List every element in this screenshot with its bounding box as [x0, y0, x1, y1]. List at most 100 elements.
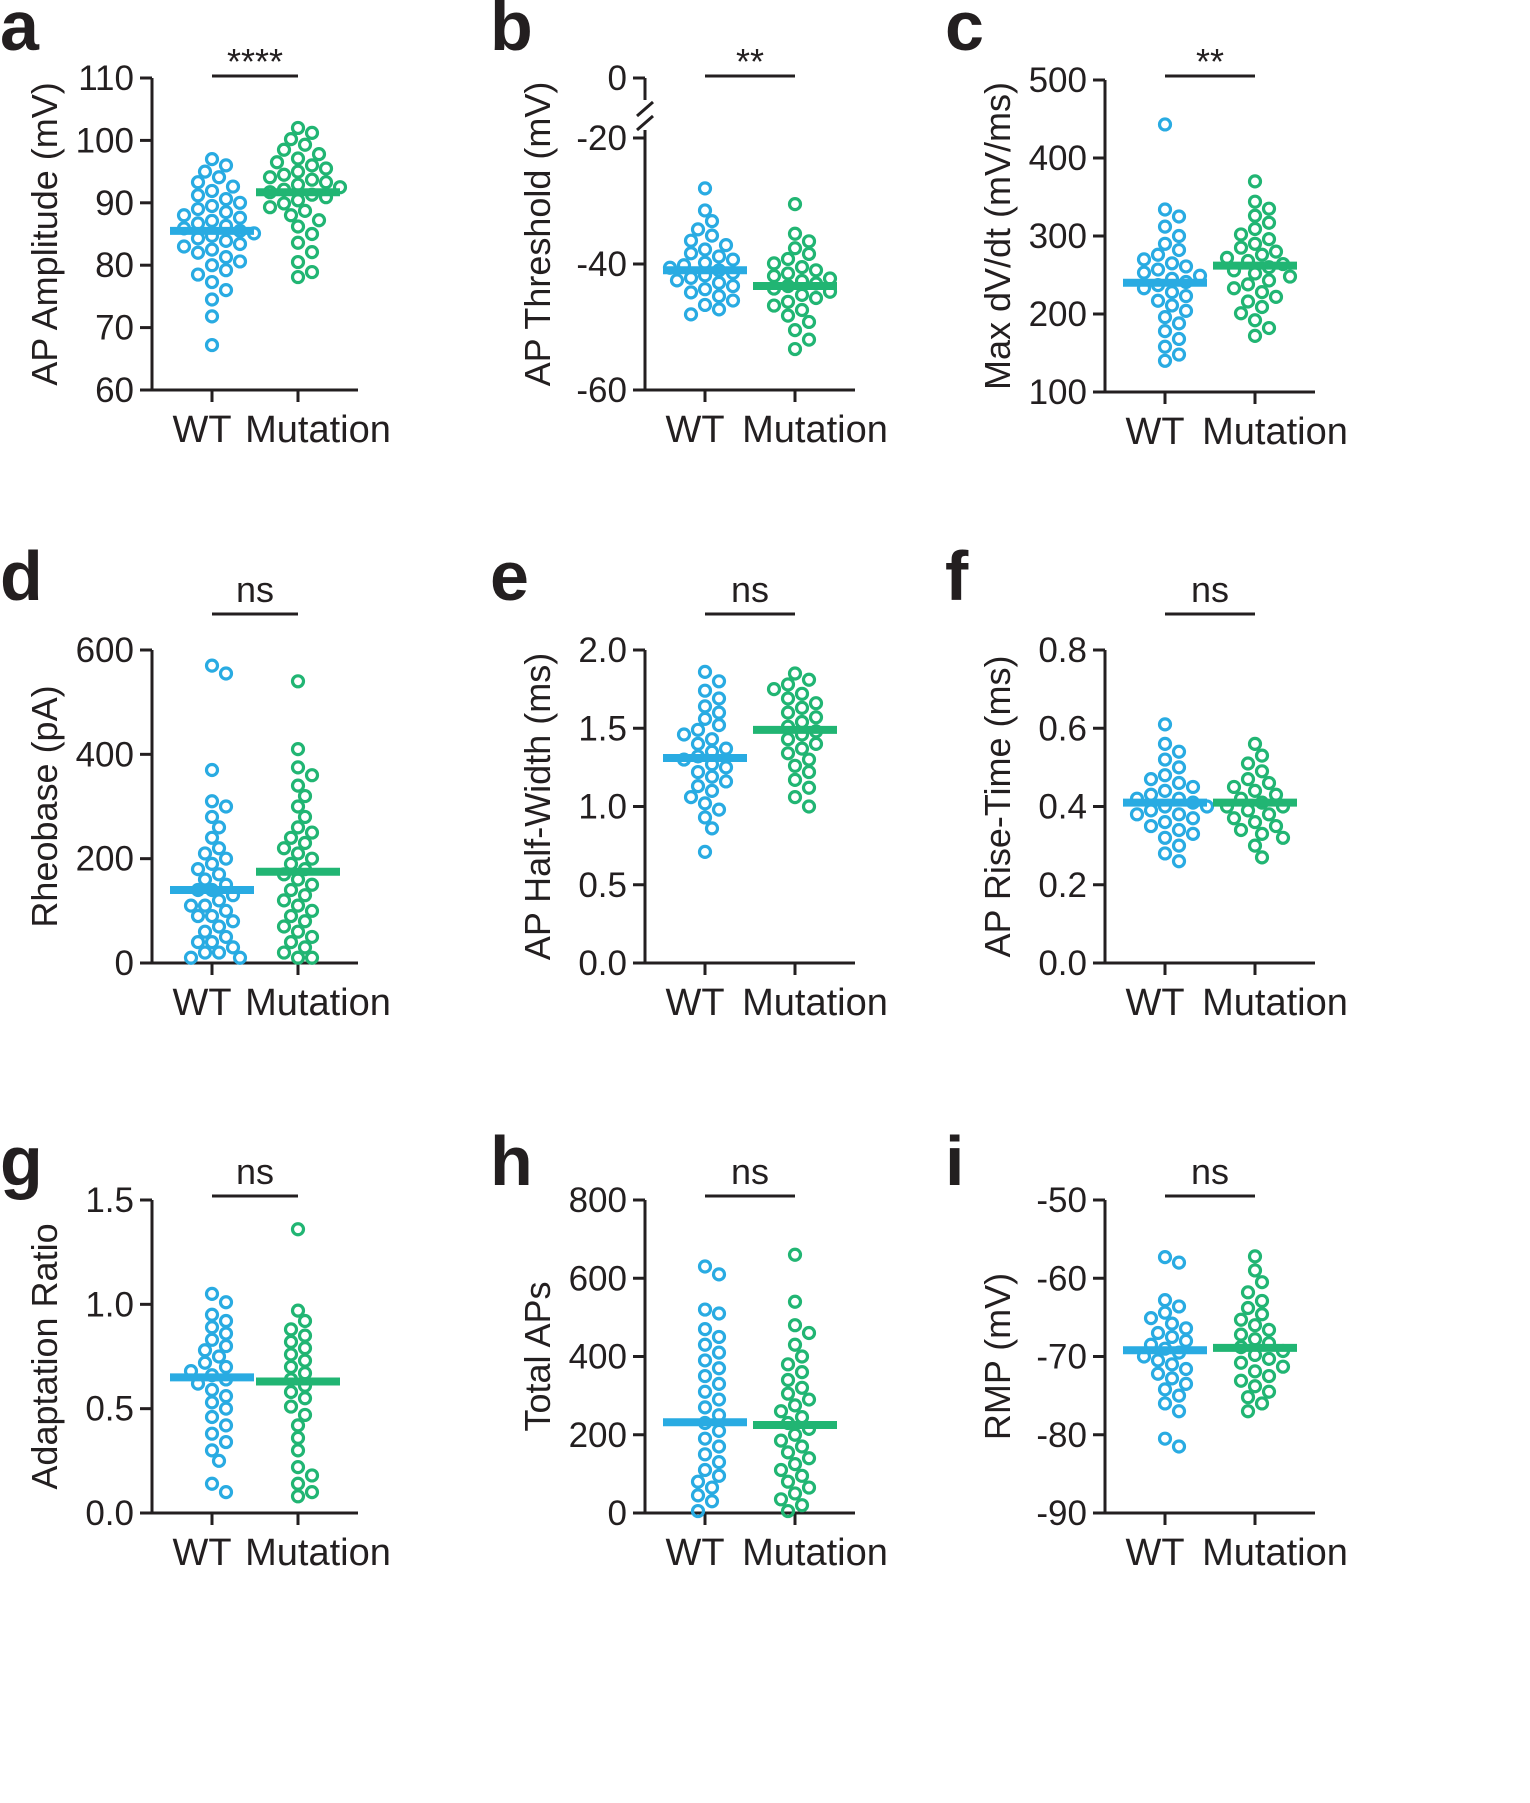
data-point-mutation	[1247, 174, 1263, 189]
data-point-wt	[190, 188, 206, 203]
data-point-wt	[711, 691, 727, 706]
y-tick-label: 90	[95, 184, 134, 223]
data-point-mutation	[297, 788, 313, 804]
data-point-mutation	[297, 1366, 313, 1381]
data-point-mutation	[304, 226, 320, 242]
data-point-mutation	[276, 919, 292, 934]
data-point-wt	[176, 239, 192, 254]
data-point-wt	[1143, 1311, 1159, 1326]
data-point-wt	[1164, 1316, 1180, 1331]
data-point-mutation	[1247, 1318, 1263, 1333]
data-point-wt	[1185, 779, 1201, 795]
y-tick-label: 0.5	[85, 1390, 134, 1429]
y-tick-label: 0.5	[578, 866, 627, 905]
data-point-wt	[204, 1426, 220, 1441]
data-point-wt	[690, 722, 706, 737]
data-point-mutation	[780, 732, 796, 747]
y-tick-label: -50	[1036, 1181, 1087, 1220]
data-point-wt	[697, 711, 713, 726]
y-tick-label: -80	[1036, 1416, 1087, 1455]
data-point-mutation	[1240, 1390, 1256, 1405]
data-point-wt	[183, 898, 199, 913]
data-point-wt	[204, 809, 220, 825]
data-point-wt	[211, 893, 227, 908]
chart-panel-c: c 100 200 300 400 500 Max dV/dt (mV/ms) WT Mutat…	[945, 0, 1348, 453]
data-point-wt	[1164, 298, 1180, 313]
data-point-mutation	[1261, 215, 1277, 230]
data-point-wt	[683, 307, 699, 322]
data-point-mutation	[311, 213, 327, 228]
data-point-wt	[711, 289, 727, 304]
data-point-mutation	[1247, 236, 1263, 251]
category-label: WT	[172, 982, 231, 1024]
data-point-wt	[690, 764, 706, 780]
category-label: WT	[1125, 982, 1184, 1024]
data-point-wt	[204, 337, 220, 353]
data-point-wt	[704, 214, 720, 229]
data-point-mutation	[794, 1439, 810, 1454]
y-tick-label: 0	[608, 59, 627, 98]
data-point-mutation	[304, 877, 320, 892]
data-point-wt	[1157, 339, 1173, 354]
data-point-wt	[1171, 209, 1187, 224]
data-point-wt	[690, 779, 706, 794]
data-point-mutation	[1254, 285, 1270, 300]
data-point-wt	[204, 1320, 220, 1335]
data-point-mutation	[304, 172, 320, 187]
data-point-mutation	[780, 691, 796, 706]
y-tick-label: 400	[1029, 139, 1087, 178]
data-point-wt	[725, 252, 741, 267]
data-point-wt	[704, 1480, 720, 1495]
data-point-mutation	[780, 1357, 796, 1372]
data-point-mutation	[787, 772, 803, 787]
y-tick-label: 0.0	[85, 1494, 134, 1533]
panel-letter: a	[0, 0, 40, 65]
data-point-mutation	[297, 1313, 313, 1329]
data-point-mutation	[290, 1222, 306, 1237]
panel-letter: b	[490, 0, 533, 65]
data-point-wt	[1171, 760, 1187, 775]
data-point-wt	[1171, 1299, 1187, 1314]
data-point-mutation	[1254, 1396, 1270, 1411]
axis-break-mark	[636, 100, 654, 118]
data-point-wt	[1171, 1388, 1187, 1403]
data-point-wt	[232, 195, 248, 210]
data-point-mutation	[787, 241, 803, 256]
data-point-wt	[711, 302, 727, 317]
data-point-mutation	[283, 1322, 299, 1337]
data-point-wt	[218, 249, 234, 265]
data-point-wt	[204, 258, 220, 273]
data-point-mutation	[1261, 232, 1277, 247]
data-point-mutation	[1247, 1332, 1263, 1347]
data-point-wt	[211, 170, 227, 185]
data-point-wt	[1171, 1255, 1187, 1270]
data-point-wt	[218, 1338, 234, 1354]
data-point-mutation	[801, 764, 817, 780]
data-point-wt	[1178, 1333, 1194, 1348]
data-point-wt	[190, 935, 206, 950]
y-axis-title: AP Half-Width (ms)	[517, 653, 558, 960]
data-point-wt	[704, 732, 720, 747]
data-point-wt	[211, 945, 227, 960]
data-point-wt	[204, 1307, 220, 1322]
data-point-mutation	[290, 742, 306, 757]
chart-panel-g: g 0.0 0.5 1.0 1.5 Adaptation Ratio WT Mutation n…	[0, 1122, 391, 1574]
data-point-mutation	[1233, 1327, 1249, 1342]
y-axis-title: Total APs	[517, 1281, 558, 1431]
data-point-mutation	[1226, 779, 1242, 795]
data-point-wt	[1157, 117, 1173, 132]
data-point-mutation	[808, 290, 824, 306]
data-point-wt	[1171, 854, 1187, 869]
data-point-mutation	[766, 268, 782, 284]
chart-panel-a: a 60 70 80 90 100 110 AP Amplitude (mV) WT Mutati…	[0, 0, 391, 451]
data-point-mutation	[1240, 1285, 1256, 1300]
data-point-wt	[176, 208, 192, 223]
y-axis-title: Rheobase (pA)	[24, 685, 65, 927]
data-point-wt	[1164, 285, 1180, 300]
data-point-mutation	[808, 263, 824, 278]
data-point-wt	[204, 794, 220, 809]
category-label: Mutation	[1202, 1532, 1348, 1574]
data-point-wt	[711, 705, 727, 720]
data-point-mutation	[773, 1404, 789, 1419]
